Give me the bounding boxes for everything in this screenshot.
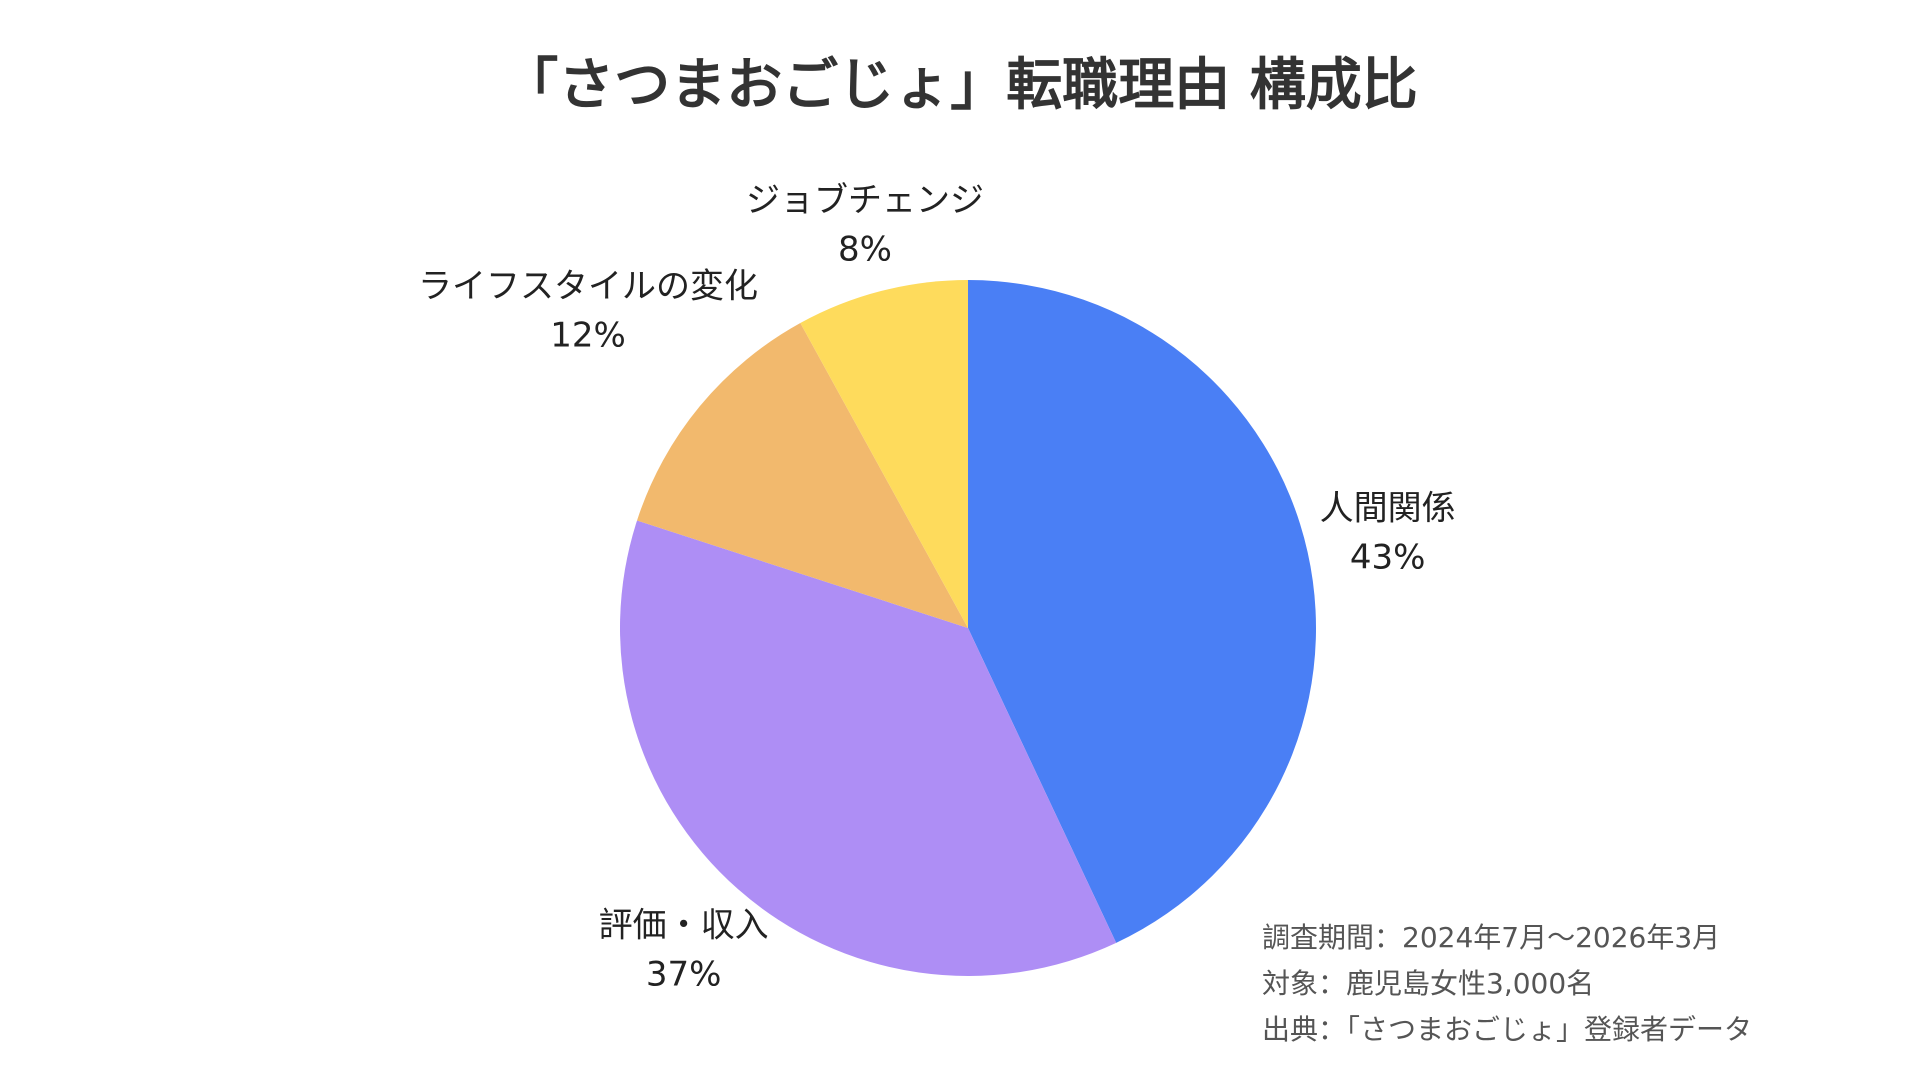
slice-value-label: 37% <box>645 954 722 995</box>
slice-value-label: 43% <box>1349 538 1426 579</box>
data-source-note: 出典：「さつまおごじょ」登録者データ <box>1262 1013 1753 1046</box>
slice-value-label: 12% <box>550 316 626 356</box>
slice-name-label: 人間関係 <box>1319 488 1456 529</box>
chart-title: 「さつまおごじょ」転職理由 構成比 <box>502 53 1418 118</box>
slice-name-label: ライフスタイルの変化 <box>418 266 758 307</box>
pie-slice-1 <box>968 280 1316 943</box>
slice-label-2: 評価・収入 37% <box>599 901 769 1000</box>
survey-target-note: 対象：鹿児島女性3,000名 <box>1262 967 1595 1000</box>
pie-slice-3 <box>637 323 968 628</box>
pie-slice-4 <box>800 280 968 628</box>
slice-name-label: ジョブチェンジ <box>746 180 984 221</box>
slice-label-1: 人間関係 43% <box>1320 485 1456 584</box>
slice-label-3: ライフスタイルの変化 12% <box>418 263 758 362</box>
slice-name-label: 評価・収入 <box>598 905 769 946</box>
slice-value-label: 8% <box>838 230 892 270</box>
source-notes: 調査期間：2024年7月〜2026年3月 対象：鹿児島女性3,000名 出典：「… <box>1262 915 1752 1053</box>
survey-period-note: 調査期間：2024年7月〜2026年3月 <box>1262 921 1721 954</box>
slice-label-4: ジョブチェンジ 8% <box>746 177 984 276</box>
pie-slice-2 <box>620 520 1117 976</box>
